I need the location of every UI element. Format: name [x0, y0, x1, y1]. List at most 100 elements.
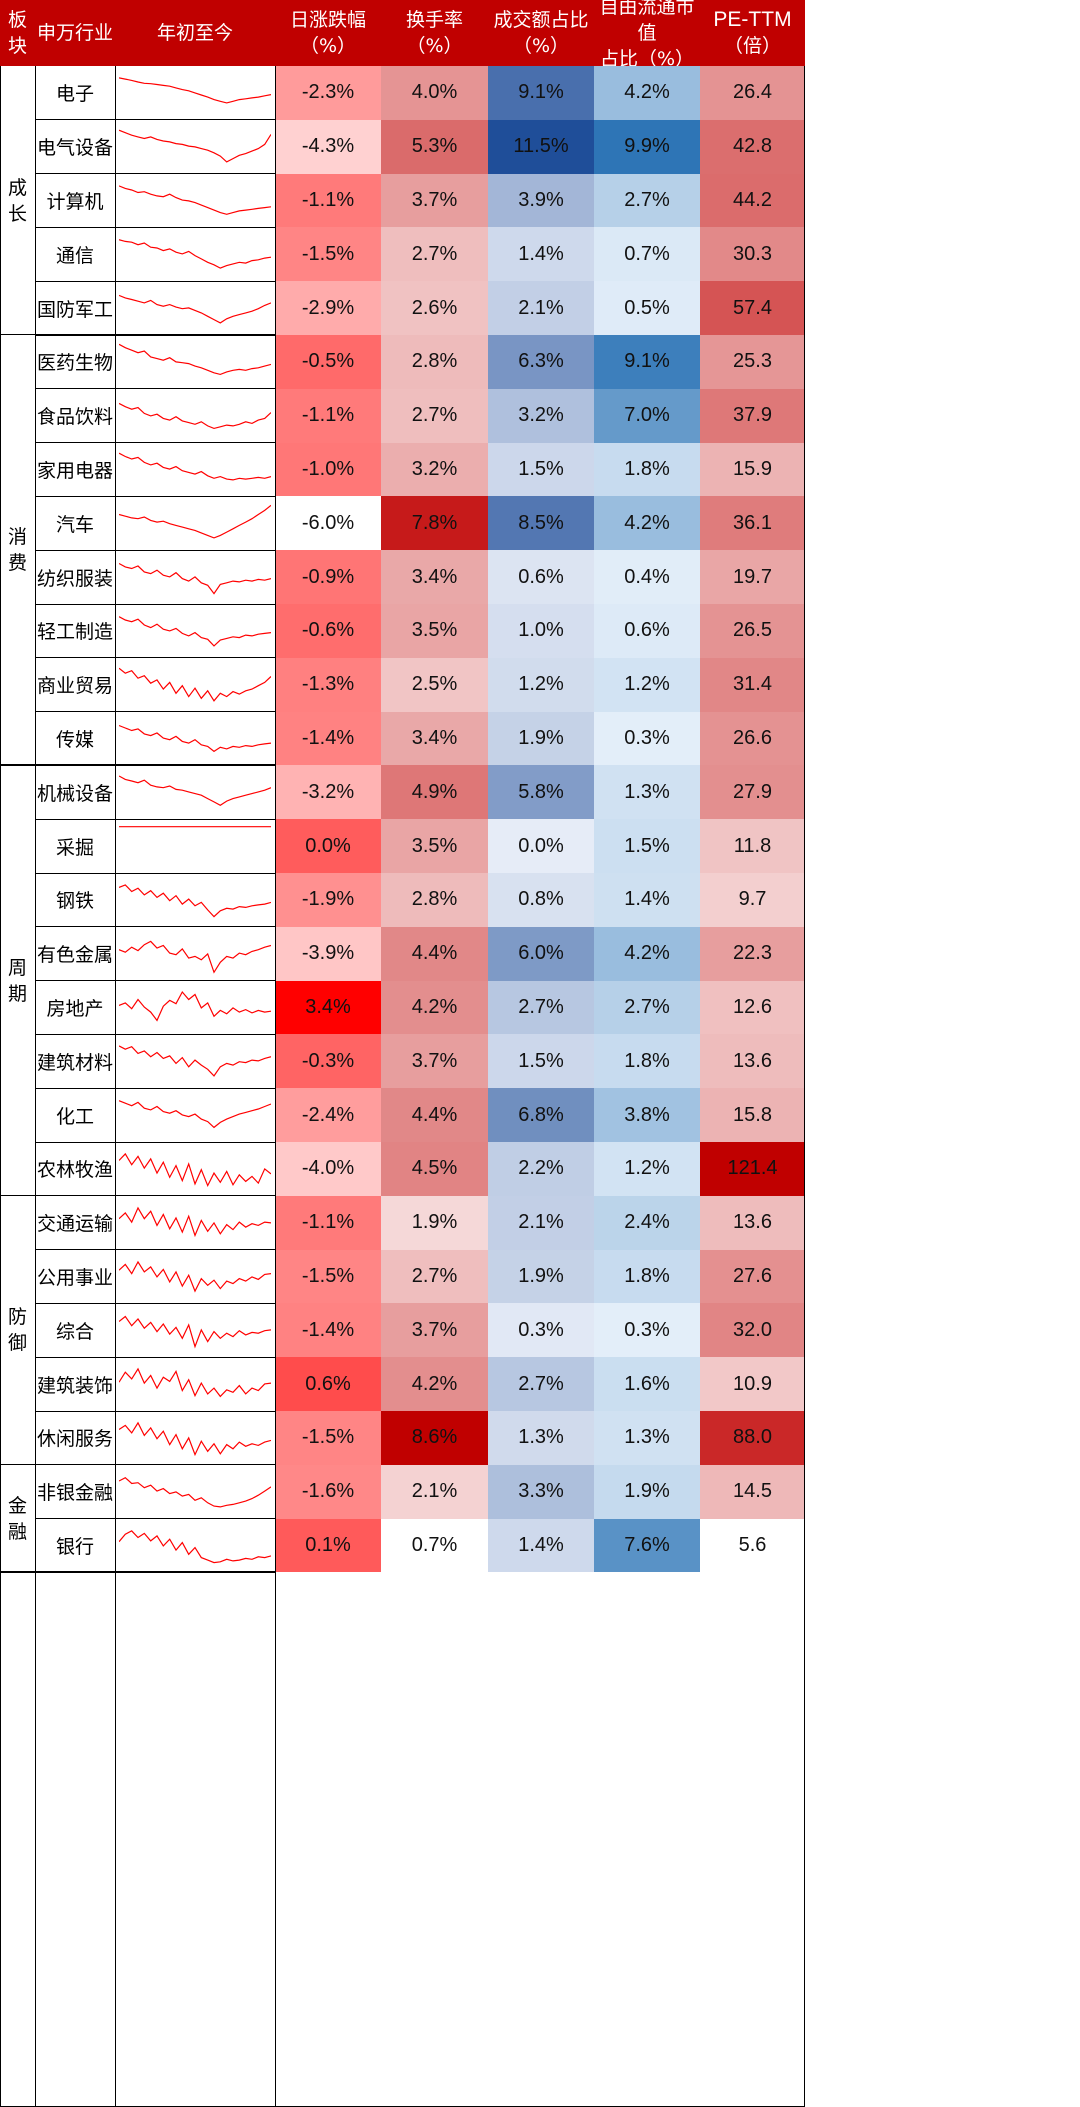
industry-name: 有色金属	[36, 944, 113, 967]
row-divider	[35, 549, 275, 551]
ytd-trend-line	[119, 77, 271, 104]
volume-share-cell: 1.0%	[488, 604, 594, 658]
float-cap-share-cell: 7.0%	[594, 388, 700, 443]
ytd-trend-line	[119, 884, 271, 918]
column-divider	[34, 66, 36, 2107]
float-cap-share-cell: 2.7%	[594, 173, 700, 228]
row-divider	[35, 657, 275, 659]
volume-share-cell: 2.2%	[488, 1142, 594, 1196]
pe-ttm-cell: 15.8	[700, 1088, 805, 1142]
industry-name: 汽车	[55, 513, 94, 536]
ytd-trend-line	[119, 667, 271, 702]
turnover-cell: 3.7%	[381, 1034, 488, 1089]
pe-ttm-cell: 26.4	[700, 66, 805, 120]
daily-change-cell: -1.1%	[275, 1195, 381, 1250]
volume-share-cell: 11.5%	[488, 119, 594, 174]
turnover-cell: 2.8%	[381, 873, 488, 927]
volume-share-cell: 1.2%	[488, 657, 594, 712]
volume-share-cell: 3.3%	[488, 1464, 594, 1519]
turnover-cell: 4.5%	[381, 1142, 488, 1196]
industry-name: 化工	[55, 1105, 94, 1128]
ytd-sparkline	[119, 295, 271, 324]
ytd-trend-line	[119, 1045, 271, 1078]
float-cap-share-cell: 0.7%	[594, 227, 700, 282]
pe-ttm-cell: 13.6	[700, 1034, 805, 1089]
float-cap-share-cell: 4.2%	[594, 496, 700, 551]
turnover-cell: 8.6%	[381, 1411, 488, 1465]
ytd-sparkline	[119, 1206, 271, 1237]
industry-name: 传媒	[55, 728, 94, 751]
pe-ttm-cell: 9.7	[700, 873, 805, 927]
industry-name: 钢铁	[55, 890, 94, 913]
industry-name: 采掘	[55, 836, 94, 859]
header-ytd-line: 年初至今	[156, 22, 233, 44]
row-divider	[35, 280, 275, 282]
float-cap-share-cell: 3.8%	[594, 1088, 700, 1142]
row-divider	[35, 980, 275, 982]
row-divider	[35, 603, 275, 605]
volume-share-cell: 8.5%	[488, 496, 594, 551]
daily-change-cell: -2.3%	[275, 66, 381, 120]
row-divider	[35, 1195, 275, 1197]
daily-change-cell: -1.5%	[275, 1411, 381, 1465]
ytd-trend-line	[119, 1100, 271, 1129]
ytd-trend-line	[119, 724, 271, 752]
volume-share-cell: 0.0%	[488, 819, 594, 873]
pe-ttm-cell: 26.6	[700, 711, 805, 766]
ytd-trend-line	[119, 1421, 271, 1457]
industry-name: 建筑材料	[36, 1051, 113, 1074]
float-cap-share-cell: 9.1%	[594, 335, 700, 389]
volume-share-cell: 3.2%	[488, 388, 594, 443]
row-divider	[35, 1518, 275, 1520]
turnover-cell: 2.5%	[381, 657, 488, 712]
turnover-cell: 4.4%	[381, 926, 488, 981]
turnover-cell: 3.5%	[381, 819, 488, 873]
ytd-sparkline	[119, 775, 271, 807]
daily-change-cell: -3.9%	[275, 926, 381, 981]
daily-change-cell: -1.5%	[275, 1249, 381, 1304]
ytd-sparkline	[119, 563, 271, 595]
pe-ttm-cell: 10.9	[700, 1357, 805, 1411]
ytd-trend-line	[119, 184, 271, 215]
ytd-sparkline	[119, 884, 271, 918]
ytd-sparkline	[119, 1045, 271, 1078]
ytd-sparkline	[119, 990, 271, 1022]
industry-name: 纺织服装	[36, 567, 113, 590]
header-volume-share: 成交额占比 （%）	[488, 0, 594, 66]
daily-change-cell: -1.1%	[275, 388, 381, 443]
turnover-cell: 4.4%	[381, 1088, 488, 1142]
ytd-trend-line	[119, 1476, 271, 1508]
industry-name: 电气设备	[36, 137, 113, 160]
group-label-char: 长	[7, 202, 27, 225]
pe-ttm-cell: 27.9	[700, 765, 805, 820]
header-daily-change: 日涨跌幅 （%）	[275, 0, 381, 66]
ytd-sparkline	[119, 1100, 271, 1129]
daily-change-cell: -4.0%	[275, 1142, 381, 1196]
row-divider	[35, 1141, 275, 1143]
turnover-cell: 5.3%	[381, 119, 488, 174]
float-cap-share-cell: 7.6%	[594, 1518, 700, 1573]
group-label: 消费	[0, 335, 35, 765]
ytd-sparkline	[119, 724, 271, 752]
ytd-sparkline	[119, 77, 271, 104]
row-divider	[35, 173, 275, 175]
volume-share-cell: 2.1%	[488, 281, 594, 335]
industry-name: 机械设备	[36, 782, 113, 805]
daily-change-cell: -0.6%	[275, 604, 381, 658]
ytd-trend-line	[119, 239, 271, 270]
header-industry-line: 申万行业	[36, 22, 113, 44]
turnover-cell: 3.2%	[381, 442, 488, 497]
volume-share-cell: 2.1%	[488, 1195, 594, 1250]
header-pe-ttm-line: PE-TTM	[713, 8, 792, 31]
row-divider	[35, 1033, 275, 1035]
ytd-sparkline	[119, 667, 271, 702]
header-daily-change-line: 日涨跌幅	[289, 9, 366, 31]
row-divider	[35, 495, 275, 497]
header-ytd: 年初至今	[115, 0, 275, 66]
industry-name: 综合	[55, 1320, 94, 1343]
column-divider	[0, 66, 1, 2107]
float-cap-share-cell: 1.3%	[594, 1411, 700, 1465]
industry-name: 电子	[55, 83, 94, 106]
ytd-trend-line	[119, 505, 271, 539]
